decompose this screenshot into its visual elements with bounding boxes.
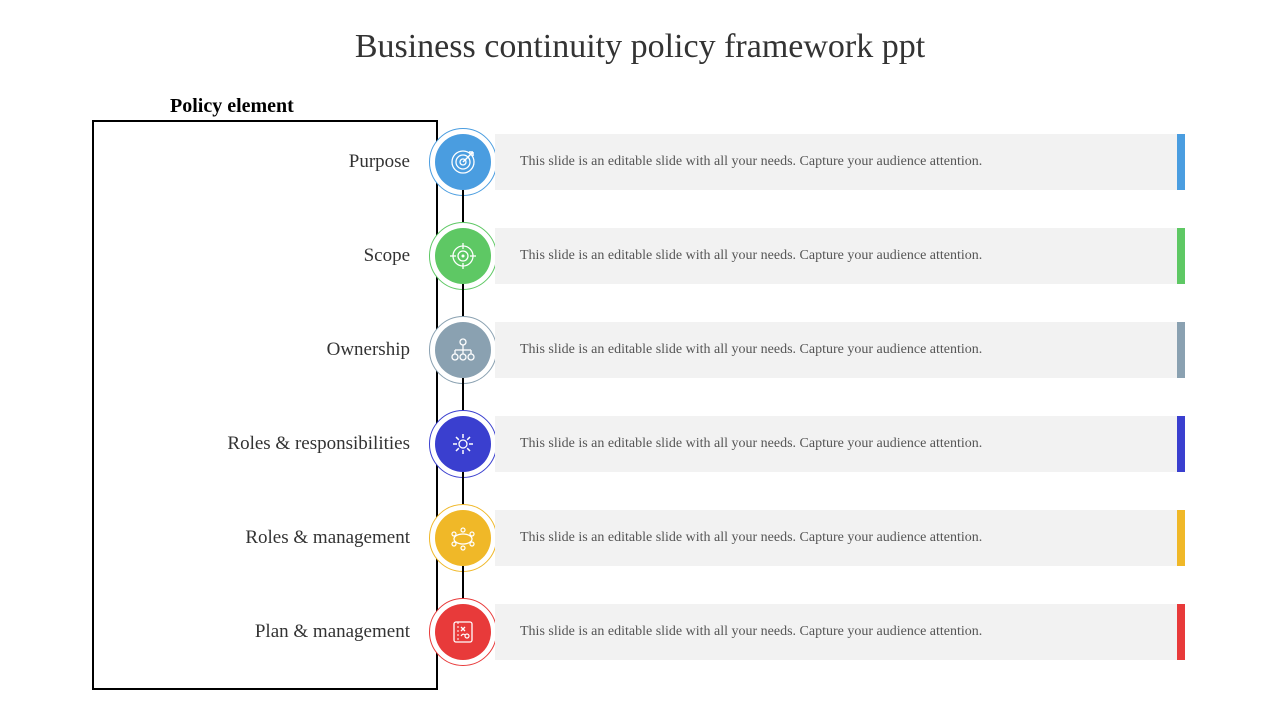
crosshair-icon — [435, 228, 491, 284]
policy-row-description: This slide is an editable slide with all… — [495, 416, 1185, 472]
accent-bar — [1177, 416, 1185, 472]
policy-row-description: This slide is an editable slide with all… — [495, 228, 1185, 284]
policy-row-description: This slide is an editable slide with all… — [495, 322, 1185, 378]
connector-line — [462, 566, 464, 602]
policy-row: Plan & management This slide is an editab… — [0, 604, 1280, 696]
accent-bar — [1177, 510, 1185, 566]
strategy-board-icon — [435, 604, 491, 660]
section-label: Policy element — [170, 95, 294, 118]
policy-row: Roles & responsibilities This slide is an… — [0, 416, 1280, 508]
policy-rows: Purpose This slide is an editable slide w… — [0, 134, 1280, 698]
accent-bar — [1177, 322, 1185, 378]
policy-row-label: Ownership — [110, 322, 410, 378]
org-chart-icon — [435, 322, 491, 378]
policy-row-label: Roles & management — [110, 510, 410, 566]
policy-row: Ownership This slide is an editable slide… — [0, 322, 1280, 414]
policy-row: Scope This slide is an editable slide wit… — [0, 228, 1280, 320]
policy-row-description: This slide is an editable slide with all… — [495, 604, 1185, 660]
accent-bar — [1177, 604, 1185, 660]
policy-row-label: Roles & responsibilities — [110, 416, 410, 472]
meeting-table-icon — [435, 510, 491, 566]
accent-bar — [1177, 134, 1185, 190]
connector-line — [462, 378, 464, 414]
policy-row-label: Purpose — [110, 134, 410, 190]
accent-bar — [1177, 228, 1185, 284]
policy-row-label: Plan & management — [110, 604, 410, 660]
policy-row-description: This slide is an editable slide with all… — [495, 510, 1185, 566]
policy-row: Roles & management This slide is an edita… — [0, 510, 1280, 602]
connector-line — [462, 190, 464, 226]
gear-icon — [435, 416, 491, 472]
connector-line — [462, 472, 464, 508]
policy-row-label: Scope — [110, 228, 410, 284]
target-arrow-icon — [435, 134, 491, 190]
connector-line — [462, 284, 464, 320]
policy-row-description: This slide is an editable slide with all… — [495, 134, 1185, 190]
policy-row: Purpose This slide is an editable slide w… — [0, 134, 1280, 226]
slide-title: Business continuity policy framework ppt — [0, 0, 1280, 66]
